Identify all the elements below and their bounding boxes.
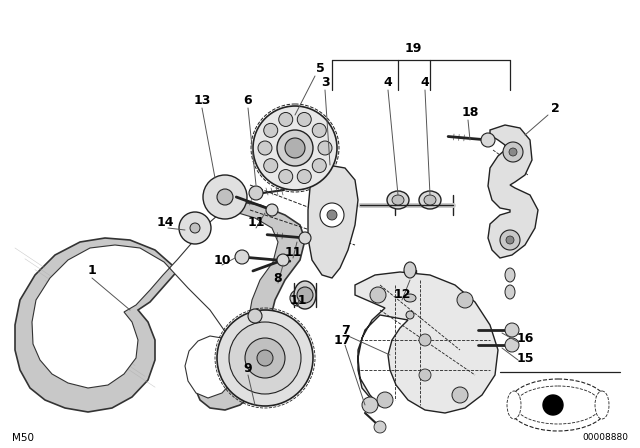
Polygon shape [488, 125, 538, 258]
Text: 15: 15 [516, 352, 534, 365]
Text: 11: 11 [289, 293, 307, 306]
Ellipse shape [392, 195, 404, 205]
Circle shape [203, 175, 247, 219]
Circle shape [503, 142, 523, 162]
Circle shape [297, 169, 311, 184]
Circle shape [320, 203, 344, 227]
Ellipse shape [507, 391, 521, 419]
Text: 1: 1 [88, 263, 97, 276]
Text: 8: 8 [274, 271, 282, 284]
Circle shape [370, 287, 386, 303]
Polygon shape [355, 272, 498, 413]
Circle shape [279, 112, 292, 126]
Text: 11: 11 [247, 215, 265, 228]
Text: 10: 10 [213, 254, 231, 267]
Circle shape [419, 369, 431, 381]
Circle shape [509, 148, 517, 156]
Circle shape [290, 290, 306, 306]
Ellipse shape [404, 262, 416, 278]
Circle shape [248, 309, 262, 323]
Ellipse shape [515, 386, 601, 424]
Circle shape [419, 334, 431, 346]
Circle shape [235, 250, 249, 264]
Ellipse shape [505, 285, 515, 299]
Circle shape [277, 254, 289, 266]
Ellipse shape [595, 391, 609, 419]
Circle shape [299, 232, 311, 244]
Circle shape [312, 159, 326, 172]
Circle shape [279, 169, 292, 184]
Polygon shape [32, 210, 278, 398]
Circle shape [249, 186, 263, 200]
Ellipse shape [419, 191, 441, 209]
Circle shape [457, 292, 473, 308]
Text: 16: 16 [516, 332, 534, 345]
Text: 6: 6 [244, 94, 252, 107]
Text: 13: 13 [193, 94, 211, 107]
Circle shape [253, 106, 337, 190]
Circle shape [505, 323, 519, 337]
Circle shape [277, 130, 313, 166]
Circle shape [190, 223, 200, 233]
Text: 4: 4 [420, 76, 429, 89]
Ellipse shape [294, 281, 316, 309]
Polygon shape [308, 165, 358, 278]
Circle shape [266, 204, 278, 216]
Circle shape [452, 387, 468, 403]
Circle shape [377, 392, 393, 408]
Text: 11: 11 [284, 246, 301, 258]
Circle shape [312, 123, 326, 138]
Text: 9: 9 [244, 362, 252, 375]
Text: 17: 17 [333, 333, 351, 346]
Circle shape [257, 350, 273, 366]
Ellipse shape [505, 268, 515, 282]
Circle shape [543, 395, 563, 415]
Text: 14: 14 [156, 215, 173, 228]
Circle shape [217, 189, 233, 205]
Circle shape [481, 133, 495, 147]
Text: 4: 4 [383, 76, 392, 89]
Circle shape [229, 322, 301, 394]
Circle shape [217, 310, 313, 406]
Text: 7: 7 [342, 323, 350, 336]
Text: M50: M50 [12, 433, 34, 443]
Circle shape [285, 138, 305, 158]
Circle shape [506, 236, 514, 244]
Text: 12: 12 [393, 289, 411, 302]
Circle shape [297, 112, 311, 126]
Ellipse shape [404, 294, 416, 302]
Circle shape [505, 338, 519, 352]
Circle shape [327, 210, 337, 220]
Text: 3: 3 [321, 76, 330, 89]
Circle shape [264, 159, 278, 172]
Ellipse shape [508, 379, 608, 431]
Ellipse shape [387, 191, 409, 209]
Circle shape [362, 397, 378, 413]
Ellipse shape [406, 311, 414, 319]
Circle shape [264, 123, 278, 138]
Circle shape [258, 141, 272, 155]
Polygon shape [15, 200, 305, 412]
Circle shape [318, 141, 332, 155]
Ellipse shape [424, 195, 436, 205]
Text: 5: 5 [316, 61, 324, 74]
Circle shape [179, 212, 211, 244]
Circle shape [297, 287, 313, 303]
Text: 2: 2 [550, 102, 559, 115]
Text: 18: 18 [461, 105, 479, 119]
Circle shape [374, 421, 386, 433]
Text: 00008880: 00008880 [582, 434, 628, 443]
Circle shape [245, 338, 285, 378]
Text: 19: 19 [404, 42, 422, 55]
Circle shape [500, 230, 520, 250]
